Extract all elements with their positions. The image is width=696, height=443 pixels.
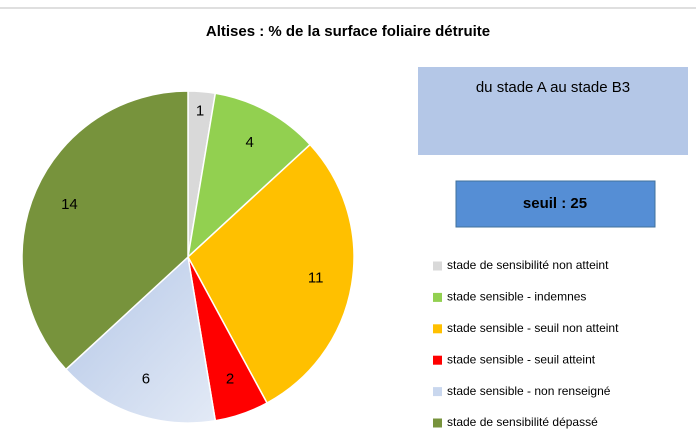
data-label: 2 bbox=[226, 370, 234, 387]
stage-box bbox=[418, 67, 688, 155]
legend-swatch bbox=[433, 387, 442, 397]
data-label: 11 bbox=[308, 269, 324, 286]
stage-text: du stade A au stade B3 bbox=[476, 79, 630, 96]
legend-swatch bbox=[433, 292, 442, 302]
legend-label: stade de sensibilité non atteint bbox=[447, 258, 609, 272]
legend-swatch bbox=[433, 418, 442, 428]
legend-swatch bbox=[433, 324, 442, 334]
chart-title: Altises : % de la surface foliaire détru… bbox=[206, 23, 490, 40]
legend-label: stade sensible - indemnes bbox=[447, 290, 586, 304]
data-label: 14 bbox=[61, 196, 78, 213]
threshold-box bbox=[455, 180, 656, 228]
pie-slice bbox=[21, 90, 189, 371]
data-label: 4 bbox=[245, 134, 253, 151]
legend-label: stade sensible - seuil non atteint bbox=[447, 321, 619, 335]
legend-swatch bbox=[433, 261, 442, 271]
legend-label: stade de sensibilité dépassé bbox=[447, 415, 598, 429]
legend-label: stade sensible - seuil atteint bbox=[447, 352, 596, 366]
pie-slice bbox=[186, 92, 312, 260]
legend-label: stade sensible - non renseigné bbox=[447, 384, 611, 398]
pie-slice bbox=[187, 143, 355, 405]
legend-swatch bbox=[433, 355, 442, 365]
data-label: 6 bbox=[142, 370, 150, 387]
data-label: 1 bbox=[196, 102, 204, 119]
threshold-text: seuil : 25 bbox=[523, 195, 587, 212]
pie-slice bbox=[64, 255, 217, 424]
